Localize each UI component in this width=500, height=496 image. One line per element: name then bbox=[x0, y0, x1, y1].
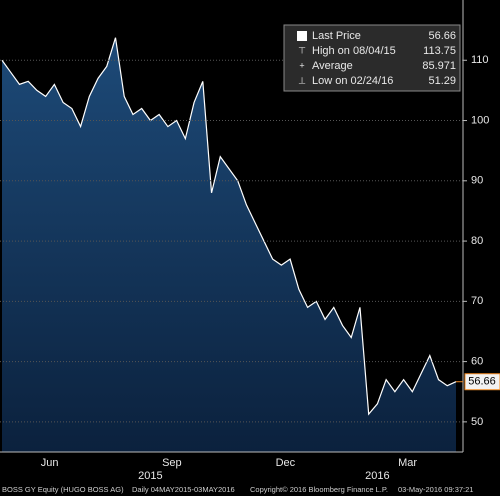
legend-value: 85.971 bbox=[422, 60, 456, 72]
legend-name: Average bbox=[312, 60, 353, 72]
legend-name: High on 08/04/15 bbox=[312, 45, 396, 57]
legend-box bbox=[283, 24, 461, 92]
last-price-tag bbox=[464, 373, 500, 391]
legend-value: 56.66 bbox=[428, 30, 456, 42]
x-tick-label: Mar bbox=[398, 457, 417, 469]
legend-swatch bbox=[297, 31, 307, 41]
y-tick-label: 110 bbox=[471, 54, 489, 66]
legend-value: 113.75 bbox=[423, 45, 456, 57]
footer-text: Copyright© 2016 Bloomberg Finance L.P. bbox=[250, 485, 388, 494]
legend-value: 51.29 bbox=[428, 75, 456, 87]
legend-glyph: ⊤ bbox=[298, 45, 306, 55]
footer-text: Daily 04MAY2015-03MAY2016 bbox=[132, 485, 235, 494]
y-tick-label: 70 bbox=[471, 295, 483, 307]
last-price-label: 56.66 bbox=[468, 376, 496, 388]
y-tick-label: 90 bbox=[471, 175, 483, 187]
price-line bbox=[1, 37, 457, 416]
legend-name: Last Price bbox=[312, 30, 361, 42]
area bbox=[2, 37, 456, 453]
x-tick-label: Sep bbox=[162, 457, 182, 469]
footer-text: 03-May-2016 09:37:21 bbox=[398, 485, 473, 494]
y-tick-label: 100 bbox=[471, 114, 489, 126]
year-label: 2016 bbox=[365, 470, 389, 482]
x-tick-label: Jun bbox=[41, 457, 59, 469]
legend-glyph: + bbox=[299, 60, 304, 70]
x-tick-label: Dec bbox=[276, 457, 296, 469]
y-tick-label: 80 bbox=[471, 235, 483, 247]
year-label: 2015 bbox=[138, 470, 162, 482]
legend-name: Low on 02/24/16 bbox=[312, 75, 393, 87]
footer-text: BOSS GY Equity (HUGO BOSS AG) bbox=[2, 485, 124, 494]
y-tick-label: 60 bbox=[471, 356, 483, 368]
legend-glyph: ⊥ bbox=[298, 75, 306, 85]
y-tick-label: 50 bbox=[471, 416, 483, 428]
